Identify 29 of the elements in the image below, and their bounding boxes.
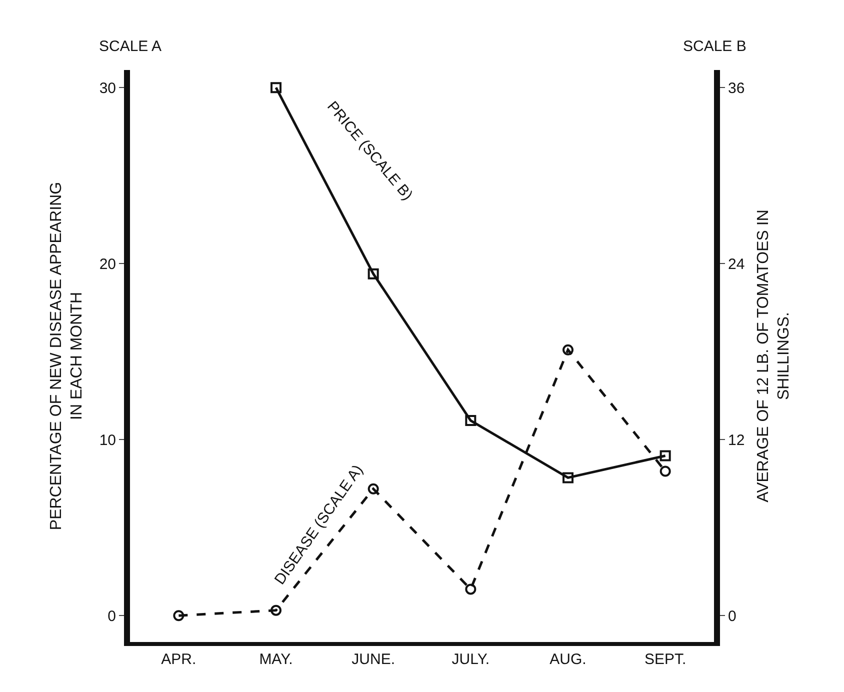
y2-axis-title: AVERAGE OF 12 LB. OF TOMATOES IN SHILLINGS.	[754, 210, 793, 502]
x-tick-label: JULY.	[452, 651, 490, 668]
x-tick-label: JUNE.	[352, 651, 395, 668]
text: SCALE A	[99, 38, 162, 55]
point	[368, 483, 379, 494]
x-tick-label: APR.	[161, 651, 196, 668]
y-tick-label: 30	[99, 80, 116, 97]
y2-tick-label: 12	[728, 432, 745, 449]
text: SCALE B	[683, 38, 746, 55]
x-tick-label: SEPT.	[644, 651, 686, 668]
point	[660, 466, 671, 477]
y2-tick-label: 24	[728, 256, 745, 273]
point	[368, 268, 379, 280]
point	[173, 610, 184, 622]
point	[562, 344, 574, 356]
y2-tick-label: 0	[728, 608, 736, 625]
x-tick-label: MAY.	[259, 651, 293, 668]
point	[270, 82, 282, 94]
y-tick-label: 20	[99, 256, 116, 273]
point	[660, 450, 671, 462]
y-tick-label: 10	[99, 432, 116, 449]
point	[270, 604, 282, 616]
y-tick-label: 0	[108, 608, 116, 625]
y-axis-title: PERCENTAGE OF NEW DISEASE APPEARING IN EACH MONTH	[48, 182, 86, 530]
x-tick-label: AUG.	[550, 651, 586, 668]
point	[562, 472, 574, 484]
point	[465, 415, 476, 426]
point	[465, 584, 476, 595]
y2-tick-label: 36	[728, 80, 745, 97]
